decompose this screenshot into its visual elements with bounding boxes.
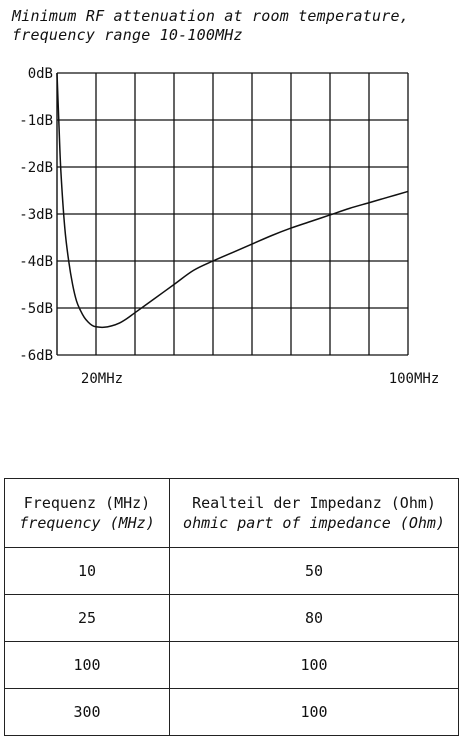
header-frequency-de: Frequenz (MHz)	[23, 494, 151, 512]
y-tick-label: 0dB	[28, 66, 53, 82]
cell-frequency: 100	[4, 641, 170, 689]
x-tick-label: 20MHz	[81, 371, 123, 387]
cell-impedance: 100	[169, 641, 459, 689]
header-frequency-en: frequency (MHz)	[19, 514, 155, 532]
cell-frequency: 10	[4, 547, 170, 595]
cell-frequency: 25	[4, 594, 170, 642]
x-tick-label: 100MHz	[389, 371, 440, 387]
y-tick-label: -6dB	[19, 348, 53, 364]
y-tick-label: -4dB	[19, 254, 53, 270]
cell-impedance: 80	[169, 594, 459, 642]
y-tick-label: -3dB	[19, 207, 53, 223]
impedance-table: Frequenz (MHz) frequency (MHz) Realteil …	[4, 478, 459, 736]
header-impedance-en: ohmic part of impedance (Ohm)	[183, 514, 445, 532]
table-row: 100 100	[4, 641, 459, 689]
chart-title-line-2: frequency range 10-100MHz	[12, 26, 243, 44]
header-frequency: Frequenz (MHz) frequency (MHz)	[4, 478, 170, 548]
table-row: 25 80	[4, 594, 459, 642]
cell-impedance: 100	[169, 688, 459, 736]
header-impedance: Realteil der Impedanz (Ohm) ohmic part o…	[169, 478, 459, 548]
table-row: 300 100	[4, 688, 459, 736]
y-tick-label: -5dB	[19, 301, 53, 317]
table-header-row: Frequenz (MHz) frequency (MHz) Realteil …	[4, 478, 459, 548]
y-tick-label: -2dB	[19, 160, 53, 176]
cell-frequency: 300	[4, 688, 170, 736]
chart-grid	[56, 72, 409, 356]
chart-title: Minimum RF attenuation at room temperatu…	[12, 7, 452, 45]
cell-impedance: 50	[169, 547, 459, 595]
attenuation-chart: 0dB -1dB -2dB -3dB -4dB -5dB -6dB 20MHz 100MHz	[19, 66, 439, 387]
y-axis-tick-labels: 0dB -1dB -2dB -3dB -4dB -5dB -6dB	[19, 66, 53, 364]
table-row: 10 50	[4, 547, 459, 595]
chart-title-line-1: Minimum RF attenuation at room temperatu…	[12, 7, 409, 25]
series-line	[56, 72, 409, 329]
x-axis-tick-labels: 20MHz 100MHz	[81, 371, 439, 387]
y-tick-label: -1dB	[19, 113, 53, 129]
header-impedance-de: Realteil der Impedanz (Ohm)	[192, 494, 436, 512]
chart-series	[56, 72, 409, 329]
